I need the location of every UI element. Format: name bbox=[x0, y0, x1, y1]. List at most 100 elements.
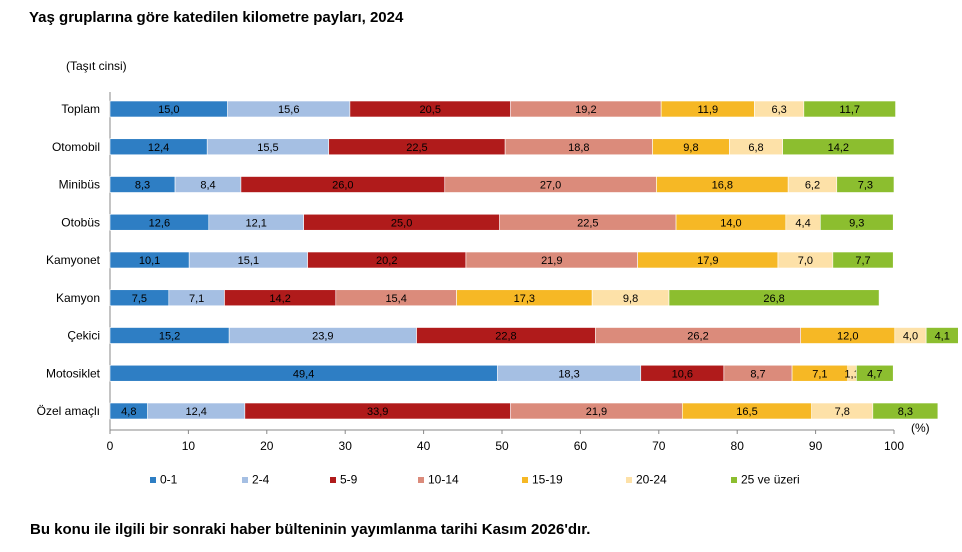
data-label: 22,8 bbox=[495, 331, 516, 343]
data-label: 22,5 bbox=[406, 142, 427, 154]
category-label-özel-amaçlı: Özel amaçlı bbox=[37, 404, 100, 418]
data-label: 21,9 bbox=[541, 255, 562, 267]
data-label: 26,2 bbox=[687, 331, 708, 343]
legend-swatch bbox=[330, 477, 336, 483]
legend-label-25-ve-üzeri: 25 ve üzeri bbox=[741, 473, 800, 487]
bar-segment bbox=[836, 176, 895, 193]
footer-note: Bu konu ile ilgili bir sonraki haber bül… bbox=[30, 521, 591, 538]
data-label: 6,2 bbox=[805, 180, 820, 192]
x-tick-label: 60 bbox=[574, 439, 588, 453]
data-label: 10,6 bbox=[672, 368, 693, 380]
data-label: 15,5 bbox=[257, 142, 278, 154]
data-label: 11,9 bbox=[698, 104, 719, 116]
data-label: 9,8 bbox=[623, 293, 638, 305]
x-tick-label: 90 bbox=[809, 439, 823, 453]
legend-swatch bbox=[522, 477, 528, 483]
data-label: 33,9 bbox=[367, 406, 388, 418]
data-label: 4,0 bbox=[903, 331, 918, 343]
x-tick-label: 0 bbox=[107, 439, 114, 453]
data-label: 18,3 bbox=[558, 368, 579, 380]
data-label: 8,3 bbox=[135, 180, 150, 192]
category-label-minibüs: Minibüs bbox=[59, 178, 100, 192]
data-label: 7,7 bbox=[855, 255, 870, 267]
bar-segment bbox=[820, 213, 894, 231]
bar-segment bbox=[668, 289, 880, 307]
data-label: 23,9 bbox=[312, 331, 333, 343]
category-label-toplam: Toplam bbox=[61, 102, 100, 116]
x-tick-label: 10 bbox=[182, 439, 196, 453]
x-tick-label: 70 bbox=[652, 439, 666, 453]
data-label: 21,9 bbox=[586, 406, 607, 418]
data-label: 9,3 bbox=[849, 217, 864, 229]
bar-segment bbox=[872, 402, 939, 420]
data-label: 7,0 bbox=[798, 255, 813, 267]
data-label: 12,6 bbox=[149, 217, 170, 229]
bar-segment bbox=[925, 327, 959, 344]
data-label: 4,4 bbox=[795, 217, 810, 229]
data-label: 15,2 bbox=[159, 331, 180, 343]
data-label: 7,8 bbox=[835, 406, 850, 418]
data-label: 1,1 bbox=[844, 368, 859, 380]
category-label-çekici: Çekici bbox=[67, 329, 100, 343]
legend-label-5-9: 5-9 bbox=[340, 473, 358, 487]
x-tick-label: 80 bbox=[731, 439, 745, 453]
bar-segment bbox=[803, 100, 896, 118]
data-label: 14,2 bbox=[269, 293, 290, 305]
data-label: 27,0 bbox=[540, 180, 561, 192]
data-label: 4,8 bbox=[121, 406, 136, 418]
data-label: 9,8 bbox=[683, 142, 698, 154]
data-label: 12,4 bbox=[148, 142, 169, 154]
data-label: 15,1 bbox=[238, 255, 259, 267]
data-label: 26,0 bbox=[332, 180, 353, 192]
data-label: 7,1 bbox=[812, 368, 827, 380]
data-label: 22,5 bbox=[577, 217, 598, 229]
bar-segment bbox=[782, 138, 895, 156]
x-tick-label: 40 bbox=[417, 439, 431, 453]
data-label: 20,2 bbox=[376, 255, 397, 267]
data-label: 20,5 bbox=[420, 104, 441, 116]
data-label: 4,7 bbox=[867, 368, 882, 380]
x-tick-label: 50 bbox=[495, 439, 509, 453]
data-label: 7,5 bbox=[132, 293, 147, 305]
data-label: 4,1 bbox=[935, 331, 950, 343]
data-label: 26,8 bbox=[763, 293, 784, 305]
x-axis-label: (%) bbox=[911, 421, 930, 435]
x-tick-label: 20 bbox=[260, 439, 274, 453]
data-label: 7,1 bbox=[189, 293, 204, 305]
data-label: 15,4 bbox=[385, 293, 406, 305]
data-label: 8,7 bbox=[750, 368, 765, 380]
legend-swatch bbox=[731, 477, 737, 483]
legend-swatch bbox=[626, 477, 632, 483]
category-label-otobüs: Otobüs bbox=[61, 215, 100, 229]
category-label-otomobil: Otomobil bbox=[52, 140, 100, 154]
data-label: 7,3 bbox=[858, 180, 873, 192]
legend-label-20-24: 20-24 bbox=[636, 473, 667, 487]
data-label: 49,4 bbox=[293, 368, 314, 380]
data-label: 12,0 bbox=[837, 331, 858, 343]
category-label-kamyonet: Kamyonet bbox=[46, 253, 101, 267]
data-label: 6,8 bbox=[748, 142, 763, 154]
data-label: 10,1 bbox=[139, 255, 160, 267]
data-label: 12,4 bbox=[186, 406, 207, 418]
data-label: 6,3 bbox=[771, 104, 786, 116]
data-label: 18,8 bbox=[568, 142, 589, 154]
y-axis-label: (Taşıt cinsi) bbox=[66, 59, 127, 73]
legend-label-10-14: 10-14 bbox=[428, 473, 459, 487]
data-label: 14,2 bbox=[828, 142, 849, 154]
x-tick-label: 100 bbox=[884, 439, 904, 453]
legend-swatch bbox=[418, 477, 424, 483]
category-label-kamyon: Kamyon bbox=[56, 291, 100, 305]
data-label: 11,7 bbox=[839, 104, 860, 116]
legend-label-0-1: 0-1 bbox=[160, 473, 178, 487]
legend-label-2-4: 2-4 bbox=[252, 473, 270, 487]
data-label: 19,2 bbox=[575, 104, 596, 116]
chart-title: Yaş gruplarına göre katedilen kilometre … bbox=[29, 9, 404, 26]
data-label: 14,0 bbox=[720, 217, 741, 229]
data-label: 17,9 bbox=[697, 255, 718, 267]
data-label: 15,0 bbox=[158, 104, 179, 116]
data-label: 8,3 bbox=[898, 406, 913, 418]
data-label: 8,4 bbox=[200, 180, 215, 192]
data-label: 16,5 bbox=[736, 406, 757, 418]
data-label: 17,3 bbox=[514, 293, 535, 305]
